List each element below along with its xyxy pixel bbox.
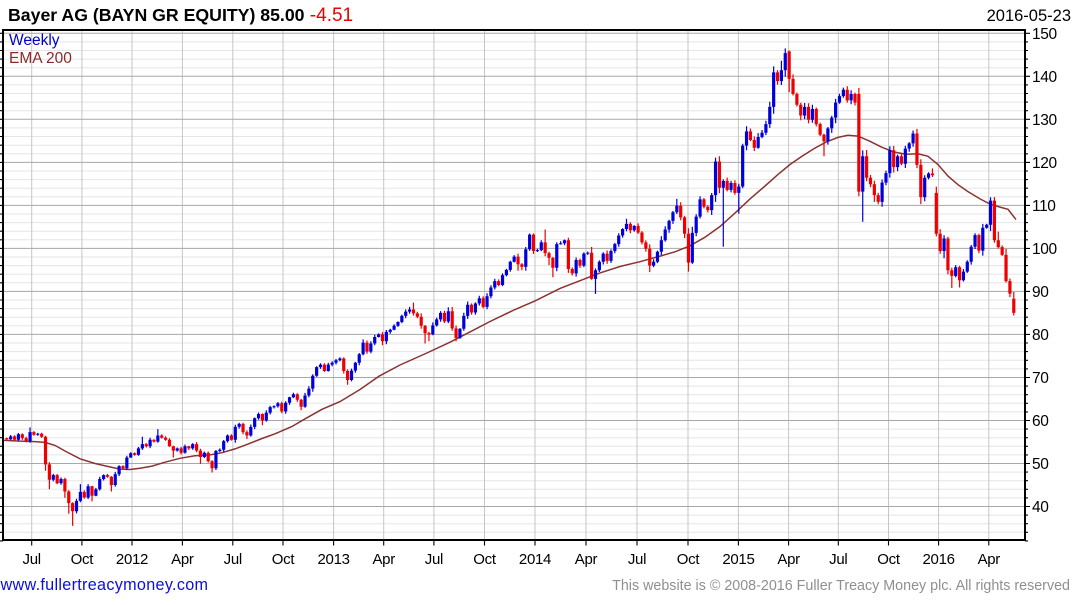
svg-text:150: 150	[1032, 26, 1057, 43]
svg-text:140: 140	[1032, 69, 1057, 86]
svg-text:120: 120	[1032, 155, 1057, 172]
svg-text:Oct: Oct	[877, 551, 901, 568]
svg-text:2012: 2012	[116, 551, 148, 568]
svg-text:Jul: Jul	[23, 551, 41, 568]
svg-text:Apr: Apr	[978, 551, 1001, 568]
svg-text:2015: 2015	[722, 551, 754, 568]
svg-text:Jul: Jul	[628, 551, 646, 568]
svg-text:80: 80	[1032, 327, 1049, 344]
svg-text:2013: 2013	[318, 551, 350, 568]
svg-text:2016-05-23: 2016-05-23	[987, 7, 1071, 25]
svg-text:Jul: Jul	[425, 551, 443, 568]
svg-text:Jul: Jul	[224, 551, 242, 568]
svg-text:90: 90	[1032, 284, 1049, 301]
svg-text:100: 100	[1032, 241, 1057, 258]
svg-text:Apr: Apr	[171, 551, 194, 568]
svg-text:2016: 2016	[923, 551, 955, 568]
svg-text:40: 40	[1032, 499, 1049, 516]
svg-text:130: 130	[1032, 112, 1057, 129]
svg-text:This website is © 2008-2016 Fu: This website is © 2008-2016 Fuller Treac…	[612, 578, 1070, 594]
svg-text:60: 60	[1032, 413, 1049, 430]
svg-text:Apr: Apr	[372, 551, 395, 568]
svg-text:Oct: Oct	[272, 551, 296, 568]
svg-text:50: 50	[1032, 456, 1049, 473]
svg-text:Oct: Oct	[677, 551, 701, 568]
svg-text:Bayer AG (BAYN GR EQUITY) 85.0: Bayer AG (BAYN GR EQUITY) 85.00 -4.51	[8, 5, 353, 26]
svg-text:www.fullertreacymoney.com: www.fullertreacymoney.com	[0, 576, 208, 594]
svg-text:EMA 200: EMA 200	[9, 50, 72, 67]
svg-text:Jul: Jul	[829, 551, 847, 568]
svg-text:110: 110	[1032, 198, 1056, 215]
svg-text:Apr: Apr	[575, 551, 598, 568]
svg-text:2014: 2014	[519, 551, 551, 568]
svg-text:Oct: Oct	[473, 551, 497, 568]
svg-text:Weekly: Weekly	[9, 32, 60, 49]
svg-text:Apr: Apr	[777, 551, 800, 568]
svg-text:Oct: Oct	[71, 551, 95, 568]
svg-text:70: 70	[1032, 370, 1049, 387]
